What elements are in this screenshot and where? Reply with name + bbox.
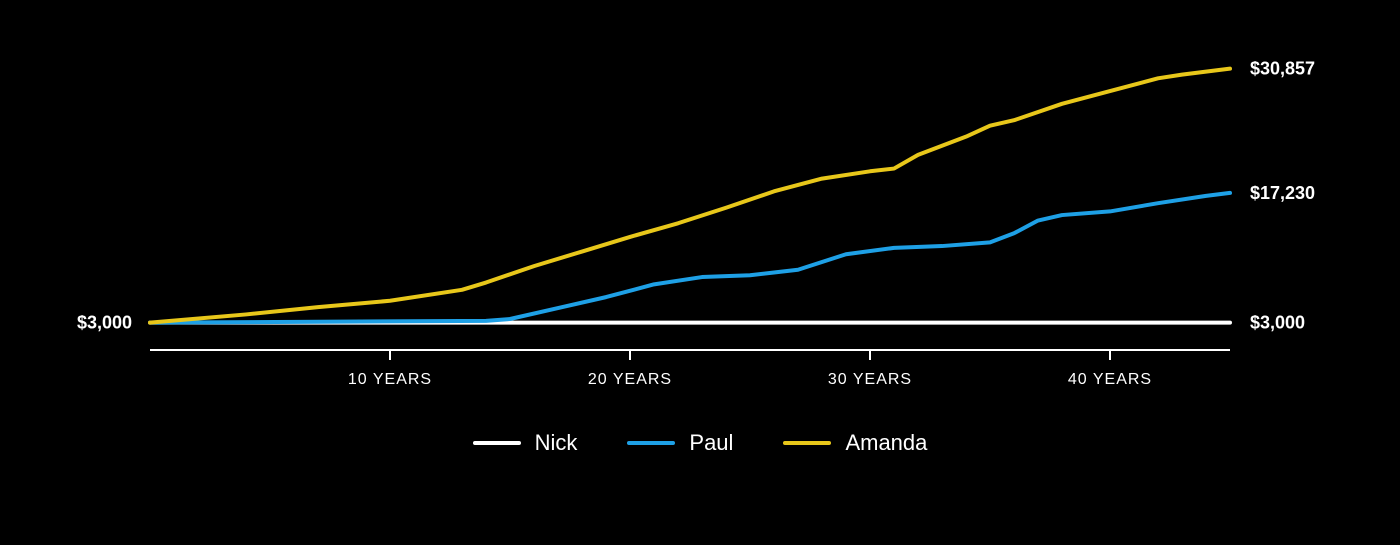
x-tick-label: 20 YEARS xyxy=(588,371,672,388)
start-value-label: $3,000 xyxy=(77,313,132,333)
legend-swatch xyxy=(627,441,675,445)
x-tick-label: 30 YEARS xyxy=(828,371,912,388)
chart-svg: 10 YEARS 20 YEARS 30 YEARS 40 YEARS $3,000 $1… xyxy=(0,0,1400,545)
legend-swatch xyxy=(473,441,521,445)
series-line-amanda xyxy=(150,69,1230,323)
legend-label: Nick xyxy=(535,430,578,456)
growth-chart: 10 YEARS 20 YEARS 30 YEARS 40 YEARS $3,000 $1… xyxy=(0,0,1400,545)
legend-label: Paul xyxy=(689,430,733,456)
legend-item-amanda: Amanda xyxy=(783,430,927,456)
x-tick-label: 10 YEARS xyxy=(348,371,432,388)
series-end-label-paul: $17,230 xyxy=(1250,183,1315,203)
series-line-paul xyxy=(150,193,1230,323)
legend-item-nick: Nick xyxy=(473,430,578,456)
x-tick-label: 40 YEARS xyxy=(1068,371,1152,388)
legend-label: Amanda xyxy=(845,430,927,456)
series-end-label-amanda: $30,857 xyxy=(1250,59,1315,79)
legend-swatch xyxy=(783,441,831,445)
legend: Nick Paul Amanda xyxy=(0,430,1400,456)
series-end-label-nick: $3,000 xyxy=(1250,313,1305,333)
legend-item-paul: Paul xyxy=(627,430,733,456)
